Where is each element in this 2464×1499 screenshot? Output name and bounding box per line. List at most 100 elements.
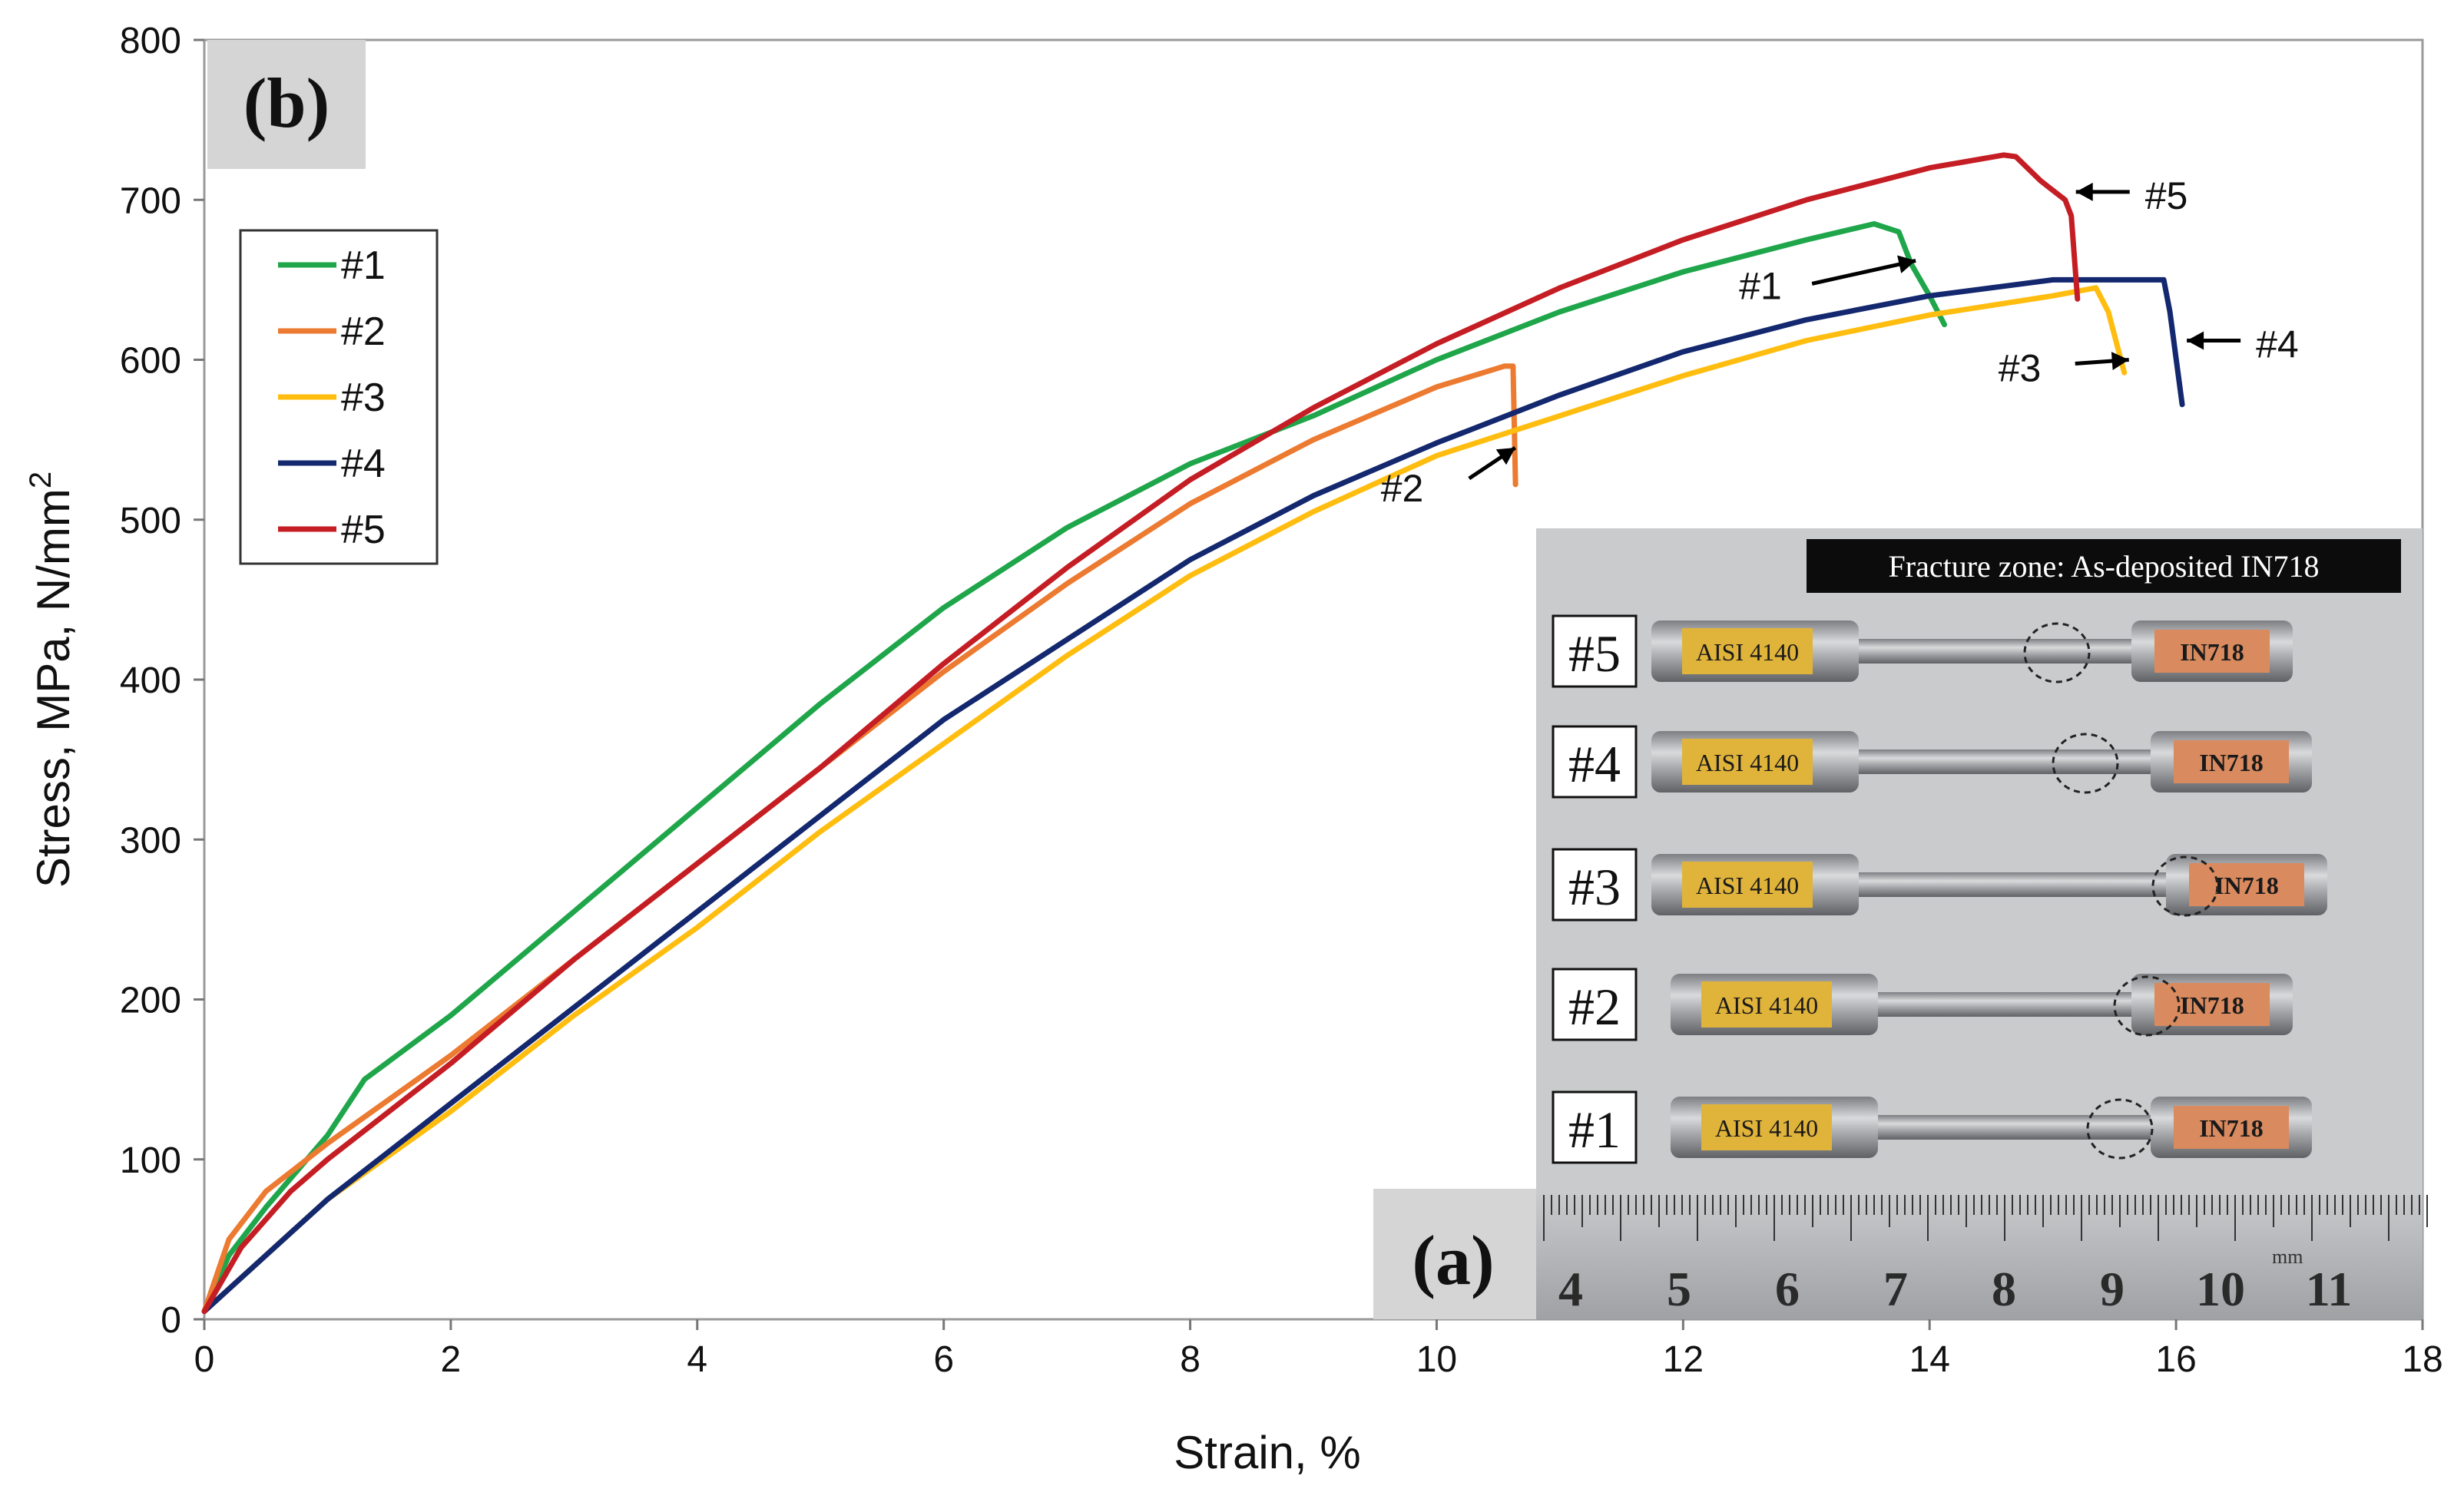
y-tick-label: 300	[120, 820, 181, 861]
x-tick-label: 2	[441, 1339, 462, 1380]
specimen-gauge	[1878, 1115, 2158, 1140]
specimen-left-tag-label: AISI 4140	[1696, 638, 1799, 666]
annotation-arrow-head	[2075, 182, 2093, 201]
ruler-unit: mm	[2272, 1246, 2303, 1268]
ruler-number: 7	[1883, 1262, 1908, 1316]
ruler-number: 4	[1558, 1262, 1583, 1316]
y-tick-label: 500	[120, 501, 181, 541]
specimen-id-label: #5	[1568, 624, 1621, 683]
x-tick-label: 18	[2402, 1339, 2442, 1380]
ruler-number: 8	[1992, 1262, 2016, 1316]
specimen-right-tag	[2174, 1106, 2289, 1149]
specimen-right-tag	[2154, 630, 2270, 673]
ruler-number: 10	[2196, 1262, 2245, 1316]
x-axis: 0 2 4 6 8 10 12 14 16 18	[194, 1319, 2443, 1380]
inset-title-bg	[1807, 539, 2401, 593]
panel-b-label-bg	[207, 40, 366, 169]
specimen-id-label: #2	[1568, 978, 1621, 1036]
ruler-numbers: 4 5 6 7 8 9 10 11	[1558, 1262, 2352, 1316]
specimen-id-box	[1552, 968, 1638, 1041]
specimen-right-tag-label: IN718	[2214, 872, 2279, 899]
y-tick-label: 800	[120, 21, 181, 61]
y-tick-label: 0	[161, 1300, 181, 1341]
ruler	[1536, 1195, 2423, 1319]
specimen-right-tag-label: IN718	[2199, 1114, 2264, 1142]
specimen-id-box	[1552, 614, 1638, 688]
specimen-right-tag-label: IN718	[2180, 991, 2244, 1019]
ruler-number: 6	[1775, 1262, 1800, 1316]
specimen-left-tag-label: AISI 4140	[1715, 1114, 1818, 1142]
fracture-zone-circle	[2052, 733, 2119, 794]
annotation-arrow-head	[2187, 331, 2204, 350]
specimen-id-box	[1552, 848, 1638, 922]
fracture-zone-circle	[2086, 1098, 2154, 1160]
annotation-arrow-shaft	[1811, 258, 1916, 286]
specimen-right-tag	[2174, 740, 2289, 783]
annotation-label: #5	[2145, 174, 2188, 217]
annotation-label: #4	[2256, 323, 2299, 366]
series-line-1	[201, 221, 1947, 1315]
annotation-label: #2	[1381, 467, 1424, 510]
specimen-gauge	[1878, 992, 2139, 1017]
specimen-left-tag	[1701, 981, 1832, 1027]
ruler-number: 9	[2100, 1262, 2125, 1316]
series-line-4	[201, 276, 2185, 1315]
specimen-rows: #5 AISI 4140 IN718 #4 AISI 4140 IN718 #3 AISI 4…	[1552, 614, 2327, 1164]
legend-label: #1	[341, 243, 386, 288]
x-tick-label: 10	[1416, 1339, 1457, 1380]
y-tick-label: 100	[120, 1140, 181, 1181]
x-axis-label: Strain, %	[1174, 1427, 1360, 1478]
specimen-gauge	[1859, 872, 2174, 897]
ruler-number: 11	[2306, 1262, 2352, 1316]
y-tick-label: 200	[120, 981, 181, 1021]
fracture-zone-circle	[2023, 622, 2091, 683]
panel-a-label-bg	[1373, 1189, 1536, 1319]
inset-title: Fracture zone: As-deposited IN718	[1889, 549, 2320, 584]
legend-label: #3	[341, 376, 386, 420]
specimen-id-label: #4	[1568, 735, 1621, 793]
series-layer	[201, 152, 2185, 1315]
fracture-zone-circle	[2151, 855, 2219, 917]
y-axis-label: Stress, MPa, N/mm2	[24, 472, 79, 888]
specimen-left-tag-label: AISI 4140	[1715, 991, 1818, 1019]
legend-label: #4	[341, 442, 386, 486]
specimen-right-tag-label: IN718	[2199, 749, 2264, 776]
annotation-label: #3	[1999, 347, 2042, 390]
x-tick-label: 16	[2155, 1339, 2196, 1380]
specimen-left-tag	[1682, 739, 1813, 785]
specimen-left-tag	[1701, 1104, 1832, 1150]
x-tick-label: 12	[1663, 1339, 1704, 1380]
panel-a-label: (a)	[1412, 1221, 1494, 1299]
specimen-photo-inset: Fracture zone: As-deposited IN718 #5 AISI…	[1373, 528, 2428, 1319]
legend: #1 #2 #3 #4 #5	[239, 229, 439, 565]
annotation-arrow-head	[1495, 448, 1515, 465]
y-tick-label: 700	[120, 180, 181, 221]
specimen-left-tag	[1682, 862, 1813, 908]
x-tick-label: 6	[933, 1339, 954, 1380]
specimen-gauge	[1859, 750, 2158, 774]
annotation-label: #1	[1739, 264, 1782, 307]
annotation-layer: #1 #2 #3 #4 #5	[1381, 174, 2299, 510]
ruler-number: 5	[1667, 1262, 1691, 1316]
specimen-right-tag-label: IN718	[2180, 638, 2244, 666]
specimen-id-label: #1	[1568, 1100, 1621, 1159]
y-tick-label: 600	[120, 341, 181, 382]
panel-b-label: (b)	[243, 64, 330, 142]
x-tick-label: 8	[1180, 1339, 1201, 1380]
ruler-ticks	[1543, 1195, 2428, 1241]
series-line-5	[201, 152, 2081, 1315]
specimen-id-box	[1552, 1090, 1638, 1164]
specimen-right-tag	[2189, 863, 2304, 906]
specimen-left-tag-label: AISI 4140	[1696, 749, 1799, 776]
x-tick-label: 4	[687, 1339, 707, 1380]
y-axis: 0 100 200 300 400 500 600 700 800	[120, 21, 204, 1341]
legend-label: #2	[341, 309, 386, 354]
specimen-left-tag-label: AISI 4140	[1696, 872, 1799, 899]
fracture-zone-circle	[2113, 975, 2181, 1037]
series-line-2	[201, 363, 1518, 1315]
specimen-id-box	[1552, 725, 1638, 799]
specimen-id-label: #3	[1568, 858, 1621, 916]
y-tick-label: 400	[120, 660, 181, 701]
